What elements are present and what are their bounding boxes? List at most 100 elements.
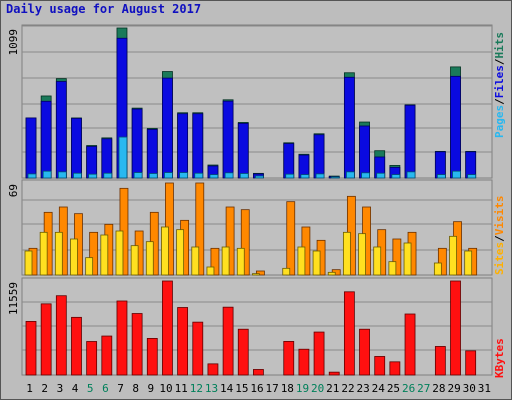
bar-pages [88, 173, 98, 179]
bar-sites [388, 261, 397, 276]
bar-files [237, 123, 249, 179]
bar-kbytes [313, 331, 325, 376]
bar-files [101, 138, 113, 179]
bar-pages [467, 174, 477, 179]
x-tick-label: 30 [463, 382, 476, 395]
bar-pages [194, 172, 204, 179]
x-tick-label: 4 [72, 382, 79, 395]
bar-sites [24, 250, 33, 276]
bar-sites [100, 234, 109, 276]
legend-separator: / [493, 58, 506, 65]
bar-pages [164, 172, 173, 179]
legend-separator: / [493, 98, 506, 105]
x-tick-label: 10 [159, 382, 172, 395]
bar-kbytes [162, 280, 173, 376]
x-tick-label: 20 [311, 382, 324, 395]
bar-sites [176, 229, 185, 276]
bar-pages [315, 173, 325, 179]
bar-files [86, 146, 98, 179]
bar-kbytes [146, 338, 158, 376]
bar-sites [342, 231, 351, 276]
bar-kbytes [283, 341, 295, 376]
x-tick-label: 29 [447, 382, 460, 395]
bar-files [131, 108, 143, 179]
bar-files [192, 113, 204, 179]
x-tick-label: 18 [281, 382, 294, 395]
x-tick-label: 2 [41, 382, 48, 395]
bar-kbytes [86, 341, 98, 376]
bar-kbytes [116, 300, 128, 376]
x-tick-label: 1 [26, 382, 33, 395]
legend-panel-3: KBytes [493, 338, 506, 378]
x-tick-label: 5 [87, 382, 94, 395]
bar-visits [286, 201, 296, 276]
bar-pages [118, 136, 128, 179]
bar-files [40, 100, 52, 179]
bar-pages [345, 171, 355, 179]
bar-files [359, 125, 370, 179]
bar-pages [452, 170, 461, 179]
x-tick-label: 27 [417, 382, 430, 395]
bar-sites [252, 273, 260, 276]
bar-files [465, 151, 477, 179]
legend-text: Pages/Files/Hits [493, 32, 506, 138]
x-tick-label: 13 [205, 382, 218, 395]
bar-visits [89, 231, 99, 276]
bar-pages [73, 172, 82, 179]
bar-sites [191, 246, 200, 276]
bar-files [450, 75, 461, 179]
x-tick-label: 16 [250, 382, 263, 395]
legend-panel-2: Sites/Visits [493, 196, 506, 276]
bar-sites [449, 235, 457, 276]
bar-sites [433, 262, 442, 276]
bar-kbytes [71, 316, 82, 376]
bar-files [25, 117, 37, 179]
bar-kbytes [25, 321, 37, 376]
bar-pages [376, 172, 386, 179]
bar-sites [358, 233, 366, 276]
x-tick-label: 22 [341, 382, 354, 395]
legend-text: Sites/Visits [493, 196, 506, 276]
bar-kbytes [465, 350, 477, 376]
x-tick-label: 26 [402, 382, 415, 395]
bar-kbytes [192, 321, 204, 376]
x-tick-label: 23 [357, 382, 370, 395]
y-max-label-3: 11559 [7, 282, 20, 315]
bar-sites [54, 231, 63, 276]
bar-sites [373, 246, 382, 276]
bar-pages [224, 172, 234, 179]
bar-pages [300, 174, 310, 179]
bar-visits [256, 270, 265, 276]
bar-kbytes [389, 361, 401, 376]
bar-files [55, 81, 67, 179]
bar-files [222, 100, 234, 179]
bar-sites [236, 247, 245, 276]
legend-pages: Pages [493, 105, 506, 138]
x-tick-label: 21 [326, 382, 339, 395]
bar-files [162, 77, 173, 179]
bar-kbytes [55, 295, 67, 376]
y-max-label-1: 1099 [7, 29, 20, 56]
bar-pages [209, 174, 219, 179]
chart-title: Daily usage for August 2017 [6, 2, 202, 16]
bar-kbytes [343, 291, 355, 376]
bar-kbytes [434, 346, 446, 376]
bar-kbytes [131, 313, 143, 376]
x-tick-label: 28 [432, 382, 445, 395]
x-tick-label: 6 [102, 382, 109, 395]
x-tick-label: 19 [296, 382, 309, 395]
x-tick-label: 12 [190, 382, 203, 395]
bar-pages [42, 170, 52, 179]
bar-pages [148, 173, 158, 179]
bar-visits [225, 206, 235, 276]
bar-pages [133, 172, 143, 179]
x-tick-label: 3 [57, 382, 64, 395]
x-tick-label: 25 [387, 382, 400, 395]
bar-sites [312, 250, 321, 276]
x-tick-label: 7 [117, 382, 124, 395]
bar-kbytes [40, 303, 52, 376]
legend-text: KBytes [493, 338, 506, 378]
bar-kbytes [207, 363, 219, 376]
bar-files [283, 143, 295, 179]
bar-kbytes [328, 371, 340, 376]
